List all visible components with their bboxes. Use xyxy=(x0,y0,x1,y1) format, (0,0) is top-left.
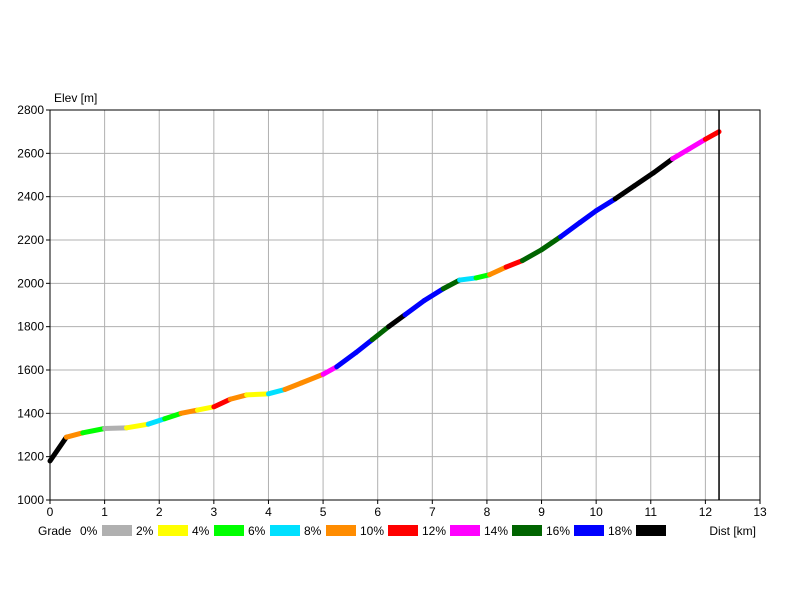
svg-text:2%: 2% xyxy=(136,524,154,538)
svg-text:10: 10 xyxy=(589,505,603,519)
svg-text:12: 12 xyxy=(699,505,713,519)
svg-text:1000: 1000 xyxy=(17,493,44,507)
svg-text:1600: 1600 xyxy=(17,363,44,377)
svg-text:8: 8 xyxy=(484,505,491,519)
svg-text:6: 6 xyxy=(374,505,381,519)
svg-text:18%: 18% xyxy=(608,524,632,538)
svg-text:2400: 2400 xyxy=(17,190,44,204)
svg-text:2000: 2000 xyxy=(17,276,44,290)
svg-text:2: 2 xyxy=(156,505,163,519)
grade-legend: Grade 0% 2% 4% 6% 8% 10% 12% 14% 16% 18% Dist [km] xyxy=(38,524,756,538)
svg-text:11: 11 xyxy=(645,505,658,519)
svg-text:2200: 2200 xyxy=(17,233,44,247)
svg-text:6%: 6% xyxy=(248,524,266,538)
svg-text:Grade: Grade xyxy=(38,524,72,538)
svg-text:10%: 10% xyxy=(360,524,384,538)
svg-text:14%: 14% xyxy=(484,524,508,538)
svg-text:8%: 8% xyxy=(304,524,322,538)
svg-text:3: 3 xyxy=(211,505,218,519)
elevation-chart: 0123456789101112131000120014001600180020… xyxy=(0,0,800,600)
y-axis-label: Elev [m] xyxy=(54,91,97,105)
svg-text:1: 1 xyxy=(101,505,108,519)
svg-text:12%: 12% xyxy=(422,524,446,538)
y-ticks: 1000 1200 1400 1600 1800 2000 2200 2400 2600 2800 xyxy=(17,103,50,507)
elevation-profile xyxy=(50,132,719,461)
svg-text:7: 7 xyxy=(429,505,436,519)
svg-text:0: 0 xyxy=(47,505,54,519)
x-ticks: 012345678910111213 xyxy=(47,500,767,519)
svg-text:2800: 2800 xyxy=(17,103,44,117)
svg-text:4%: 4% xyxy=(192,524,210,538)
chart-svg: 0123456789101112131000120014001600180020… xyxy=(0,0,800,600)
svg-text:16%: 16% xyxy=(546,524,570,538)
svg-text:0%: 0% xyxy=(80,524,98,538)
svg-text:9: 9 xyxy=(538,505,545,519)
svg-text:4: 4 xyxy=(265,505,272,519)
svg-text:1400: 1400 xyxy=(17,406,44,420)
svg-text:13: 13 xyxy=(753,505,767,519)
svg-text:1200: 1200 xyxy=(17,450,44,464)
svg-text:5: 5 xyxy=(320,505,327,519)
plot-border xyxy=(50,110,760,500)
svg-text:1800: 1800 xyxy=(17,320,44,334)
grid xyxy=(50,110,760,500)
x-axis-label: Dist [km] xyxy=(709,524,756,538)
svg-text:2600: 2600 xyxy=(17,146,44,160)
